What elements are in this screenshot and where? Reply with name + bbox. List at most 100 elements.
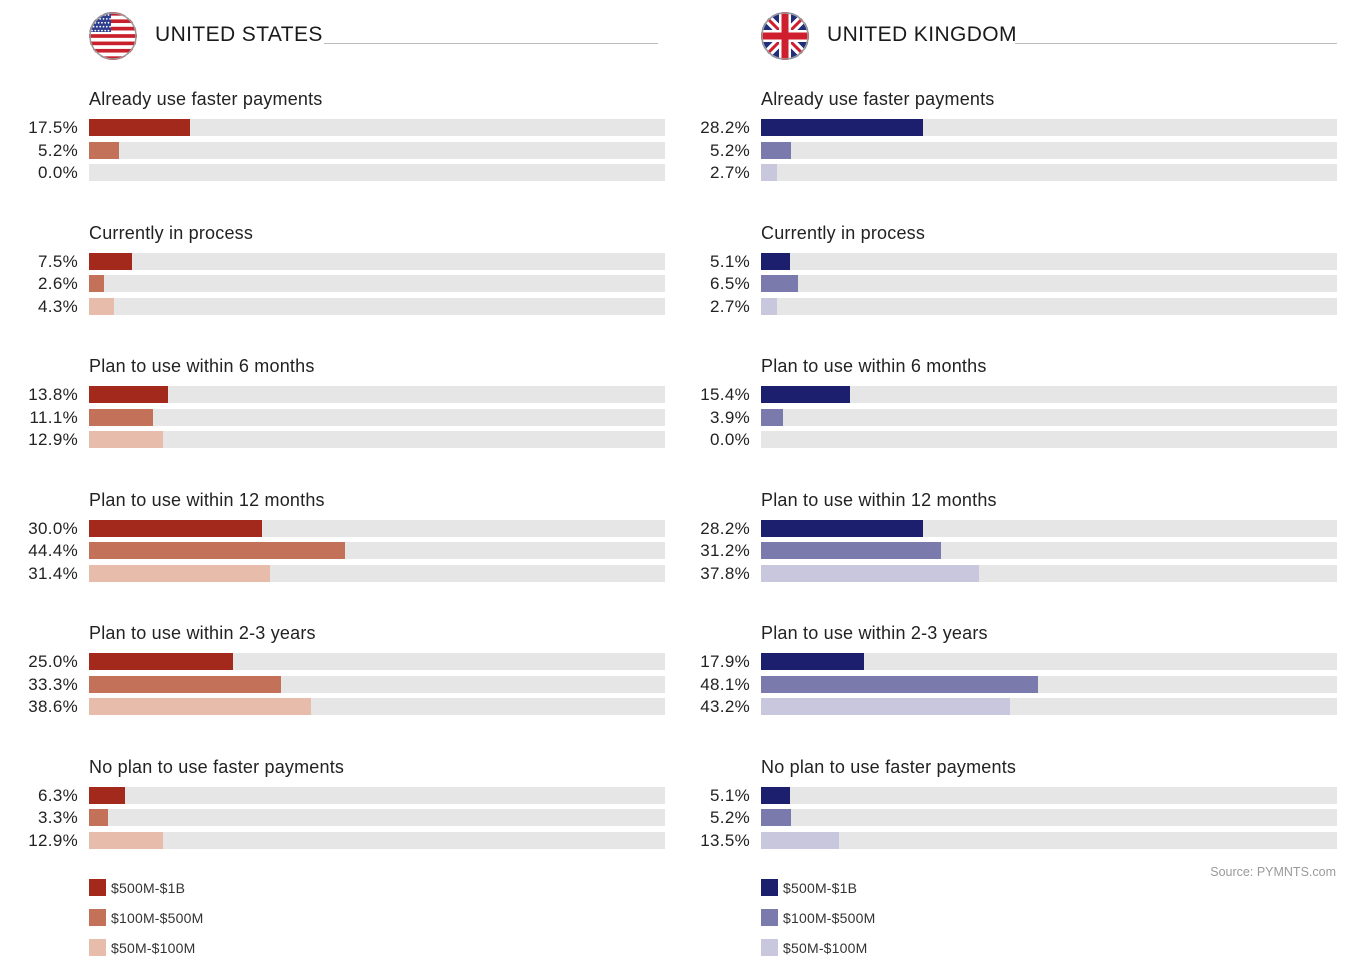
data-label: 5.1%: [710, 251, 750, 271]
category-label: Plan to use within 12 months: [89, 489, 325, 510]
data-label: 28.2%: [700, 118, 750, 137]
bar-track: [89, 408, 665, 426]
bar-track: [89, 675, 665, 693]
category-label: No plan to use faster payments: [89, 756, 345, 777]
bar-track: [761, 564, 1337, 582]
bar: [89, 408, 153, 426]
bar-track: [89, 141, 665, 159]
category-label: Plan to use within 2-3 years: [761, 623, 988, 643]
bar: [89, 386, 169, 403]
category-label: Plan to use within 6 months: [761, 356, 987, 376]
bar: [761, 252, 791, 270]
data-label: 28.2%: [700, 518, 750, 538]
bar-track: [89, 519, 665, 537]
bar: [89, 519, 262, 537]
bar: [89, 564, 270, 582]
data-label: 15.4%: [700, 385, 750, 404]
data-label: 5.2%: [710, 140, 750, 160]
bar-track: [89, 542, 665, 559]
legend-swatch: [761, 939, 778, 956]
data-label: 2.6%: [38, 274, 78, 293]
data-label: 48.1%: [700, 674, 750, 694]
bar-track: [89, 653, 665, 670]
data-label: 17.9%: [700, 652, 750, 671]
bar-track: [761, 275, 1337, 292]
legend-swatch: [89, 939, 106, 956]
data-label: 13.5%: [700, 830, 750, 850]
legend-label: $500M-$1B: [111, 880, 186, 896]
bar: [761, 698, 1010, 715]
data-label: 2.7%: [710, 163, 750, 182]
uk-flag-icon: [761, 12, 809, 60]
data-label: 3.3%: [38, 808, 78, 827]
bar-track: [761, 164, 1337, 181]
bar: [761, 519, 924, 537]
bar-track: [761, 809, 1337, 826]
data-label: 44.4%: [28, 541, 78, 560]
bar: [761, 653, 865, 670]
legend-swatch: [89, 909, 106, 926]
data-label: 0.0%: [710, 430, 750, 449]
data-label: 33.3%: [28, 674, 78, 694]
bar-track: [89, 564, 665, 582]
bar-track: [89, 786, 665, 804]
data-label: 2.7%: [710, 296, 750, 316]
data-label: 4.3%: [38, 296, 78, 316]
bar: [89, 431, 164, 448]
bar-track: [89, 431, 665, 448]
bar: [89, 275, 104, 292]
bar: [89, 119, 190, 136]
bar-track: [89, 164, 665, 181]
bar: [761, 386, 850, 403]
category-label: Plan to use within 6 months: [89, 356, 315, 376]
chart-panel-uk: UNITED KINGDOM Already use faster payment…: [672, 0, 1356, 958]
category-label: Currently in process: [89, 222, 254, 243]
bar: [89, 542, 345, 559]
bar-track: [89, 275, 665, 292]
bar: [89, 786, 126, 804]
bar-track: [89, 119, 665, 136]
bar-track: [761, 519, 1337, 537]
bar: [761, 119, 924, 136]
data-label: 30.0%: [28, 518, 78, 538]
chart-panel-us: UNITED STATES Already use faster payments…: [28, 12, 665, 956]
bar: [89, 141, 119, 159]
data-label: 11.1%: [29, 407, 78, 427]
bar-track: [89, 698, 665, 715]
legend-label: $100M-$500M: [783, 910, 876, 926]
bar-track: [89, 297, 665, 315]
bar-track: [89, 386, 665, 403]
bar: [89, 675, 281, 693]
bar-track: [761, 141, 1337, 159]
title-divider: [1015, 43, 1337, 44]
category-label: Currently in process: [761, 222, 926, 243]
bar-track: [761, 698, 1337, 715]
bar-track: [89, 252, 665, 270]
bar-track: [761, 831, 1337, 849]
data-label: 6.3%: [38, 785, 78, 805]
category-label: Already use faster payments: [89, 89, 323, 109]
bar-track: [761, 431, 1337, 448]
bar: [761, 809, 791, 826]
data-label: 5.1%: [710, 785, 750, 805]
bar: [761, 297, 777, 315]
bar: [761, 831, 839, 849]
data-label: 43.2%: [700, 697, 750, 716]
category-label: Plan to use within 2-3 years: [89, 623, 316, 643]
legend-label: $50M-$100M: [111, 940, 196, 956]
bar: [761, 542, 941, 559]
bar-track: [761, 786, 1337, 804]
bar: [761, 564, 979, 582]
category-label: No plan to use faster payments: [761, 756, 1017, 777]
category-label: Already use faster payments: [761, 89, 995, 109]
source-note: Source: PYMNTS.com: [1210, 865, 1336, 879]
bar-track: [761, 653, 1337, 670]
data-label: 38.6%: [28, 697, 78, 716]
data-label: 17.5%: [28, 118, 78, 137]
bar: [89, 653, 233, 670]
data-label: 5.2%: [710, 808, 750, 827]
data-label: 12.9%: [28, 830, 78, 850]
bar-track: [761, 252, 1337, 270]
bar: [761, 164, 777, 181]
bar-track: [761, 408, 1337, 426]
